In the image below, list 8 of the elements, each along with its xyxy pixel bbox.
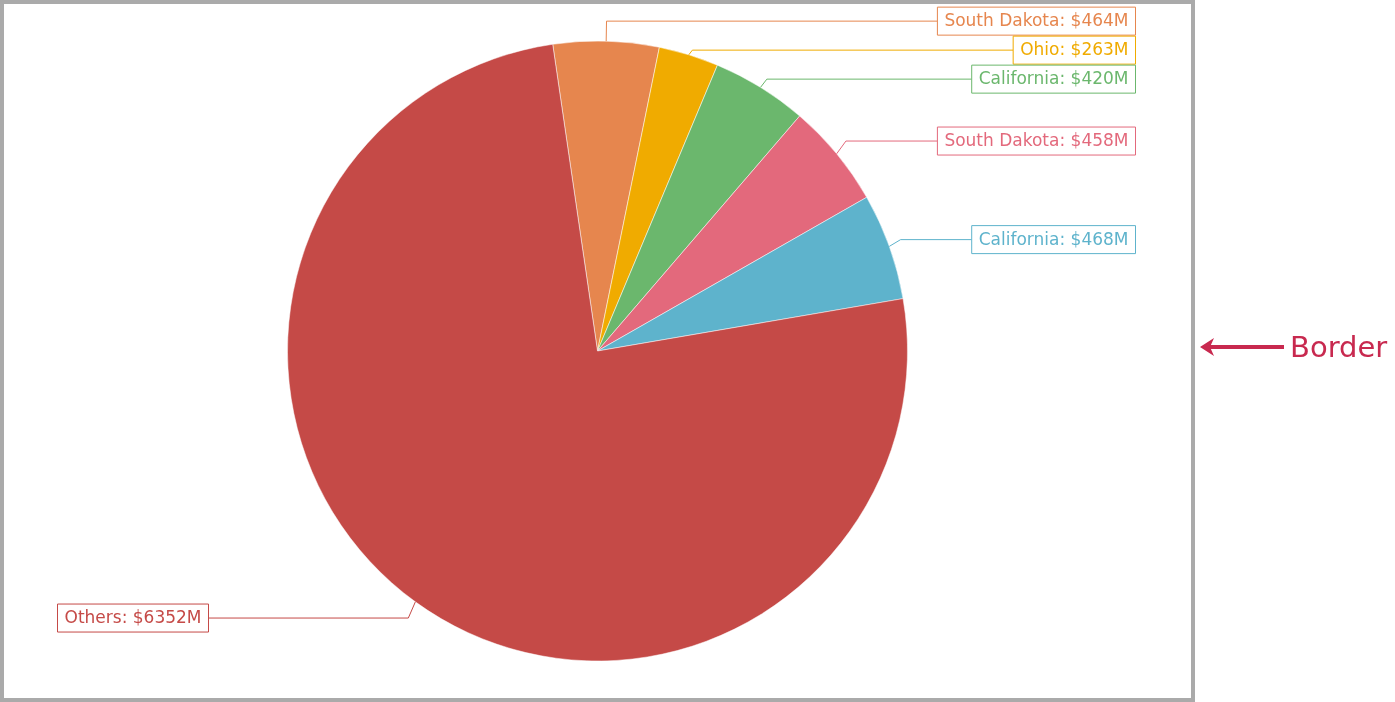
slice-label: Others: $6352M [64,607,202,628]
slice-label: California: $420M [978,68,1129,89]
slice-label: California: $468M [978,228,1129,249]
slice-label: Ohio: $263M [1020,39,1129,60]
pie-slice [287,44,908,661]
slice-label: South Dakota: $458M [944,130,1129,151]
text: Border [1290,330,1388,364]
slice-label: South Dakota: $464M [944,10,1129,31]
